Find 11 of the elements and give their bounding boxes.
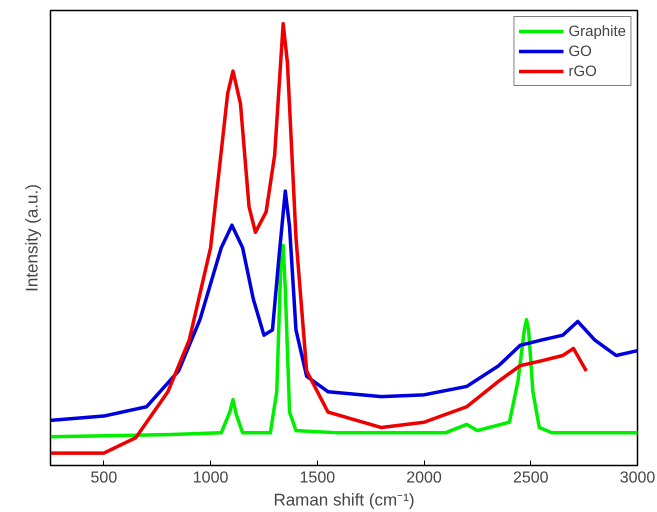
y-axis-title: Intensity (a.u.) <box>22 184 42 292</box>
x-tick-label: 2000 <box>406 470 442 486</box>
x-tick-label: 500 <box>90 470 118 486</box>
x-tick-label: 2500 <box>512 470 549 486</box>
legend-label: rGO <box>568 62 597 80</box>
legend-label: GO <box>568 42 592 60</box>
x-tick-label: 1500 <box>300 470 336 486</box>
x-tick-label: 1000 <box>192 470 228 486</box>
x-tick-label: 3000 <box>620 470 656 486</box>
legend-label: Graphite <box>568 22 626 40</box>
x-axis-title: Raman shift (cm⁻¹) <box>273 490 415 510</box>
